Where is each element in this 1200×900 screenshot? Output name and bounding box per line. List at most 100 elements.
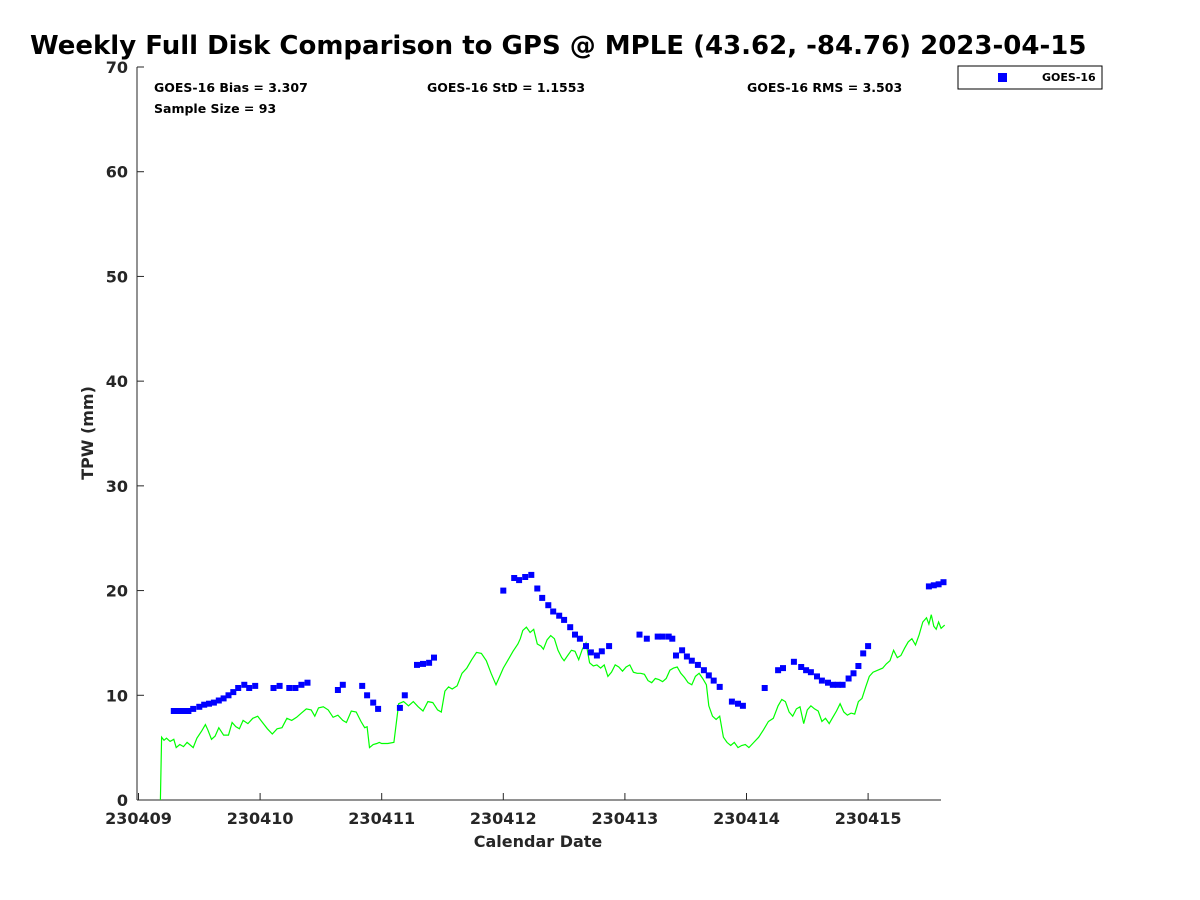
data-point-goes16 [414,661,420,668]
data-point-goes16 [636,631,643,638]
data-point-goes16 [334,687,341,693]
data-point-goes16 [545,602,552,609]
x-tick-label: 230409 [105,809,172,828]
legend: GOES-16 [957,65,1103,90]
data-point-goes16 [431,654,437,661]
data-point-goes16 [304,679,311,686]
x-tick-label: 230410 [227,809,294,828]
data-point-goes16 [298,681,305,688]
data-point-goes16 [276,682,283,689]
data-point-goes16 [178,708,185,714]
data-point-goes16 [572,631,578,638]
data-point-goes16 [220,695,227,702]
y-tick-label: 10 [106,686,128,705]
data-point-goes16 [940,579,947,586]
legend-marker-goes16 [998,73,1007,82]
data-point-goes16 [790,658,797,665]
data-point-goes16 [694,661,701,668]
stat-std: GOES-16 StD = 1.1553 [427,80,585,95]
data-point-goes16 [839,681,846,688]
data-point-goes16 [716,683,723,690]
data-point-goes16 [728,698,735,705]
data-point-goes16 [807,669,814,676]
data-point-goes16 [401,692,408,699]
data-point-goes16 [215,697,222,704]
data-point-goes16 [196,703,203,710]
chart-title: Weekly Full Disk Comparison to GPS @ MPL… [30,31,1086,61]
data-point-goes16 [364,692,371,699]
y-tick-label: 30 [106,477,128,496]
data-point-goes16 [230,689,237,696]
data-point-goes16 [705,672,712,679]
data-point-goes16 [359,682,366,689]
data-point-goes16 [673,652,679,659]
data-point-goes16 [185,708,192,714]
data-point-goes16 [556,612,563,619]
data-point-goes16 [850,670,857,677]
data-point-goes16 [739,702,746,709]
y-tick-label: 70 [106,58,128,77]
data-point-goes16 [829,681,836,688]
data-point-goes16 [286,685,293,691]
x-tick-label: 230413 [592,809,659,828]
data-point-goes16 [225,692,232,699]
data-point-goes16 [587,649,594,656]
data-point-goes16 [170,708,177,714]
x-axis-label: Calendar Date [474,832,603,851]
data-point-goes16 [775,667,782,674]
series-line-gps [159,614,946,801]
data-point-goes16 [665,633,672,640]
data-point-goes16 [865,643,872,650]
data-point-goes16 [210,699,217,706]
data-point-goes16 [845,675,852,682]
y-tick-label: 20 [106,582,128,601]
data-point-goes16 [292,685,299,691]
data-point-goes16 [241,681,248,688]
data-point-goes16 [561,616,568,623]
data-point-goes16 [174,708,181,714]
y-tick-label: 40 [106,372,128,391]
x-tick-label: 230412 [470,809,537,828]
data-point-goes16 [528,571,535,578]
data-point-goes16 [669,635,676,642]
data-point-goes16 [181,708,188,714]
data-point-goes16 [798,664,805,670]
data-point-goes16 [780,665,786,672]
data-point-goes16 [814,673,820,680]
x-tick-label: 230415 [835,809,902,828]
data-point-goes16 [500,587,507,594]
x-tick-label: 230414 [713,809,780,828]
data-point-goes16 [860,650,867,657]
data-point-goes16 [201,701,208,708]
data-point-goes16 [206,700,212,707]
data-point-goes16 [370,699,377,706]
data-point-goes16 [550,608,557,615]
data-point-goes16 [643,635,650,642]
data-point-goes16 [700,667,707,674]
data-point-goes16 [606,643,613,650]
data-point-goes16 [803,667,810,674]
data-point-goes16 [534,585,541,592]
stat-sample-size: Sample Size = 93 [154,101,276,116]
data-point-goes16 [710,677,717,684]
data-point-goes16 [516,577,523,584]
data-point-goes16 [935,581,942,588]
legend-label-goes16: GOES-16 [1042,71,1096,84]
data-point-goes16 [396,704,403,711]
data-point-goes16 [375,705,382,712]
data-point-goes16 [235,685,242,691]
data-point-goes16 [426,659,433,666]
stat-bias: GOES-16 Bias = 3.307 [154,80,308,95]
data-point-goes16 [834,681,841,688]
legend-box [957,65,1103,90]
data-point-goes16 [246,685,253,691]
y-tick-label: 60 [106,163,128,182]
data-point-goes16 [930,582,937,589]
data-point-goes16 [679,647,686,654]
data-point-goes16 [825,679,831,686]
data-point-goes16 [339,681,346,688]
data-point-goes16 [654,633,661,640]
data-point-goes16 [598,648,605,655]
x-tick-label: 230411 [348,809,415,828]
